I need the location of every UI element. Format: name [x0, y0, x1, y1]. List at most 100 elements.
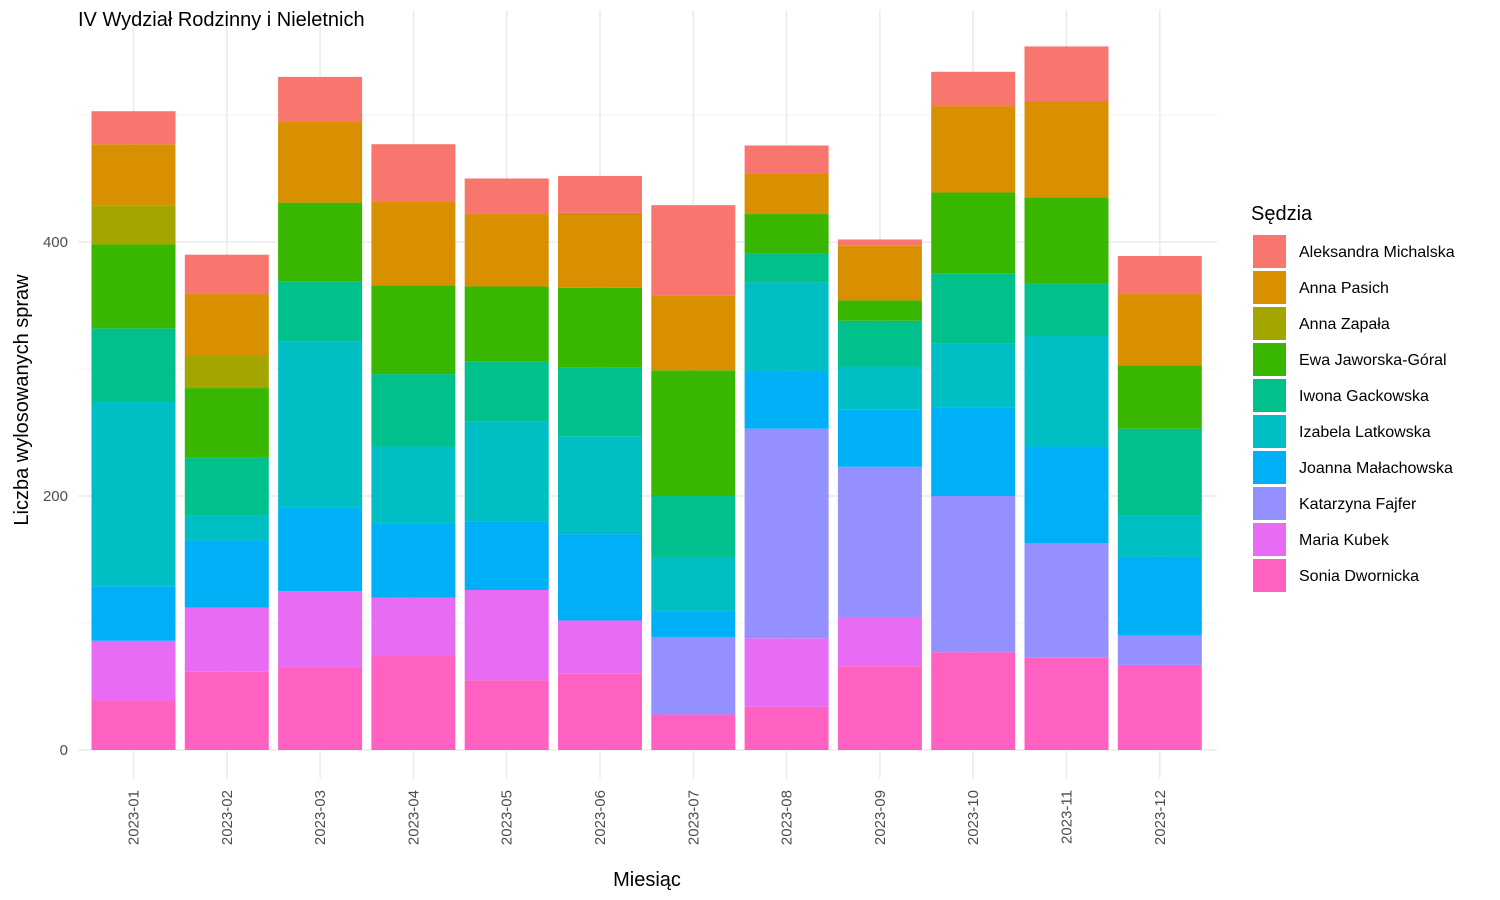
bar-segment	[464, 178, 549, 215]
bar-segment	[837, 617, 922, 667]
bar-segment	[91, 205, 176, 245]
bar-segment	[931, 71, 1016, 107]
legend-swatch	[1253, 307, 1286, 340]
bars	[91, 46, 1202, 750]
bar-segment	[1024, 657, 1109, 750]
bar-segment	[184, 457, 269, 516]
bar-segment	[1117, 365, 1202, 429]
bar-segment	[744, 214, 829, 254]
y-axis-title: Liczba wylosowanych spraw	[11, 274, 33, 526]
legend-swatch	[1253, 559, 1286, 592]
bar-segment	[1024, 46, 1109, 102]
bar-segment	[464, 361, 549, 422]
bar-segment	[91, 244, 176, 329]
bar-segment	[184, 540, 269, 608]
bar-segment	[278, 507, 363, 592]
bar-segment	[837, 320, 922, 367]
bar-segment	[184, 671, 269, 750]
bar-segment	[744, 706, 829, 750]
bar-segment	[371, 374, 456, 447]
bar-segment	[837, 466, 922, 618]
x-tick-label: 2023-11	[1059, 790, 1076, 844]
bar-segment	[931, 407, 1016, 496]
bar-segment	[1024, 446, 1109, 543]
legend-label: Anna Zapała	[1299, 316, 1390, 333]
x-tick-label: 2023-08	[779, 790, 796, 845]
bar-segment	[837, 239, 922, 246]
bar-segment	[651, 496, 736, 557]
bar-segment	[371, 446, 456, 524]
bar-segment	[1117, 255, 1202, 295]
bar-segment	[1024, 335, 1109, 447]
bar-segment	[744, 253, 829, 283]
bar-segment	[278, 202, 363, 282]
bar-segment	[931, 652, 1016, 750]
bar-segment	[558, 620, 642, 674]
bar-segment	[278, 341, 363, 508]
bar-segment	[837, 300, 922, 321]
bar-segment	[558, 673, 642, 750]
x-tick-label: 2023-05	[499, 790, 516, 845]
bar-segment	[1117, 515, 1202, 557]
bar-segment	[278, 591, 363, 668]
bar-segment	[91, 328, 176, 403]
bar-segment	[371, 523, 456, 598]
bar-segment	[651, 295, 736, 371]
bar-segment	[931, 273, 1016, 344]
legend-title: Sędzia	[1251, 203, 1313, 225]
bar-segment	[464, 421, 549, 522]
bar-segment	[278, 667, 363, 750]
x-tick-label: 2023-12	[1152, 790, 1169, 845]
legend-label: Maria Kubek	[1299, 532, 1390, 549]
bar-segment	[651, 714, 736, 750]
bar-segment	[1117, 294, 1202, 366]
bar-segment	[651, 205, 736, 296]
x-tick-label: 2023-04	[405, 790, 422, 845]
bar-segment	[371, 656, 456, 750]
y-tick-label: 400	[43, 234, 68, 251]
legend-label: Izabela Latkowska	[1299, 424, 1431, 441]
legend-swatch	[1253, 271, 1286, 304]
bar-segment	[837, 366, 922, 410]
bar-segment	[1024, 101, 1109, 198]
bar-segment	[1024, 542, 1109, 658]
x-axis-title: Miesiąc	[613, 869, 681, 891]
bar-segment	[651, 370, 736, 496]
legend-label: Sonia Dwornicka	[1299, 568, 1419, 585]
y-tick-label: 200	[43, 488, 68, 505]
bar-segment	[464, 521, 549, 590]
bar-segment	[1024, 197, 1109, 284]
bar-segment	[184, 515, 269, 541]
bar-segment	[931, 106, 1016, 193]
bar-segment	[931, 343, 1016, 408]
bar-segment	[464, 589, 549, 681]
bar-segment	[651, 636, 736, 715]
bar-segment	[91, 700, 176, 750]
bar-segment	[558, 436, 642, 535]
bar-segment	[744, 428, 829, 639]
x-tick-label: 2023-07	[685, 790, 702, 845]
x-tick-label: 2023-10	[965, 790, 982, 845]
bar-segment	[91, 640, 176, 701]
bar-segment	[744, 173, 829, 215]
legend-label: Anna Pasich	[1299, 280, 1389, 297]
bar-segment	[1117, 664, 1202, 750]
y-tick-label: 0	[60, 742, 68, 759]
bar-segment	[1117, 635, 1202, 665]
legend-label: Aleksandra Michalska	[1299, 244, 1455, 261]
bar-segment	[837, 245, 922, 301]
x-tick-label: 2023-09	[872, 790, 889, 845]
bar-segment	[371, 285, 456, 375]
bar-segment	[744, 282, 829, 372]
bar-segment	[558, 534, 642, 621]
legend-swatch	[1253, 235, 1286, 268]
legend: Sędzia Aleksandra Michalska Anna Pasich An…	[1251, 203, 1455, 592]
chart-title: IV Wydział Rodzinny i Nieletnich	[78, 9, 365, 31]
bar-segment	[558, 175, 642, 213]
bar-segment	[931, 496, 1016, 653]
bar-segment	[651, 611, 736, 637]
bar-segment	[558, 287, 642, 368]
y-axis-ticks: 0 200 400	[43, 234, 68, 759]
bar-segment	[184, 607, 269, 672]
